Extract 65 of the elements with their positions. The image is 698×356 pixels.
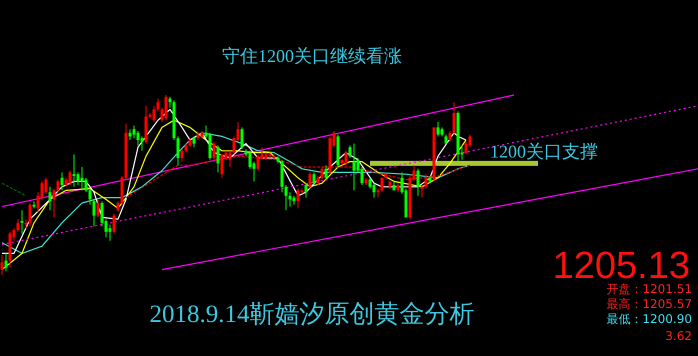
candlestick (180, 148, 184, 162)
candlestick (168, 96, 172, 108)
text: 最低：1200.90 (606, 312, 692, 326)
candlestick (324, 164, 328, 180)
candlestick (296, 188, 300, 209)
candlestick (116, 200, 120, 212)
candlestick (84, 177, 88, 193)
text: 最高：1205.57 (606, 297, 692, 311)
candlestick (436, 122, 440, 137)
chart-title: 守住1200关口继续看涨 (222, 46, 402, 66)
candlestick (56, 179, 60, 193)
candlestick (96, 198, 100, 218)
candlestick (452, 102, 456, 136)
candlestick (0, 254, 4, 276)
candlestick (92, 198, 96, 227)
candlestick (140, 136, 144, 152)
series-label: 1200关口支撑 (490, 141, 598, 162)
candlestick (52, 188, 56, 218)
candlestick (240, 126, 244, 150)
candlestick (48, 186, 52, 211)
candlestick (176, 136, 180, 166)
candlestick (152, 105, 156, 122)
candlestick (228, 150, 232, 168)
candlestick (60, 172, 64, 191)
candlestick (368, 177, 372, 190)
candlestick (424, 174, 428, 190)
candlestick (216, 144, 220, 173)
candlestick (44, 177, 48, 194)
candlestick (416, 168, 420, 196)
candlestick (192, 136, 196, 148)
candlestick (448, 130, 452, 142)
candlestick (248, 150, 252, 170)
candlestick (68, 170, 72, 186)
candlestick (344, 150, 348, 166)
candlestick (28, 202, 32, 227)
candlestick (4, 252, 8, 272)
candlestick (256, 154, 260, 172)
candlestick (212, 141, 216, 160)
candlestick (164, 94, 168, 121)
candlestick (108, 224, 112, 242)
candlestick (20, 210, 24, 234)
candlestick (380, 177, 384, 193)
candlestick (112, 213, 116, 234)
candlestick (320, 166, 324, 180)
candlestick (72, 154, 76, 188)
candlestick (88, 188, 92, 206)
candlestick (76, 172, 80, 186)
candlestick (156, 98, 160, 112)
candlestick (372, 182, 376, 198)
candlestick (128, 128, 132, 140)
candlestick (132, 125, 136, 139)
text: 2018.9.14靳嫱汐原创黄金分析 (150, 301, 474, 328)
candlestick (16, 218, 20, 232)
candlestick (288, 192, 292, 208)
candlestick (284, 184, 288, 211)
candlestick (80, 166, 84, 191)
text: 3.62 (665, 329, 692, 343)
candlestick (304, 182, 308, 198)
candlestick (136, 130, 140, 146)
candlestick (308, 172, 312, 190)
candlestick (312, 172, 316, 186)
candlestick (352, 143, 356, 191)
candlestick (348, 144, 352, 158)
candlestick (208, 132, 212, 160)
candlestick (220, 154, 224, 178)
